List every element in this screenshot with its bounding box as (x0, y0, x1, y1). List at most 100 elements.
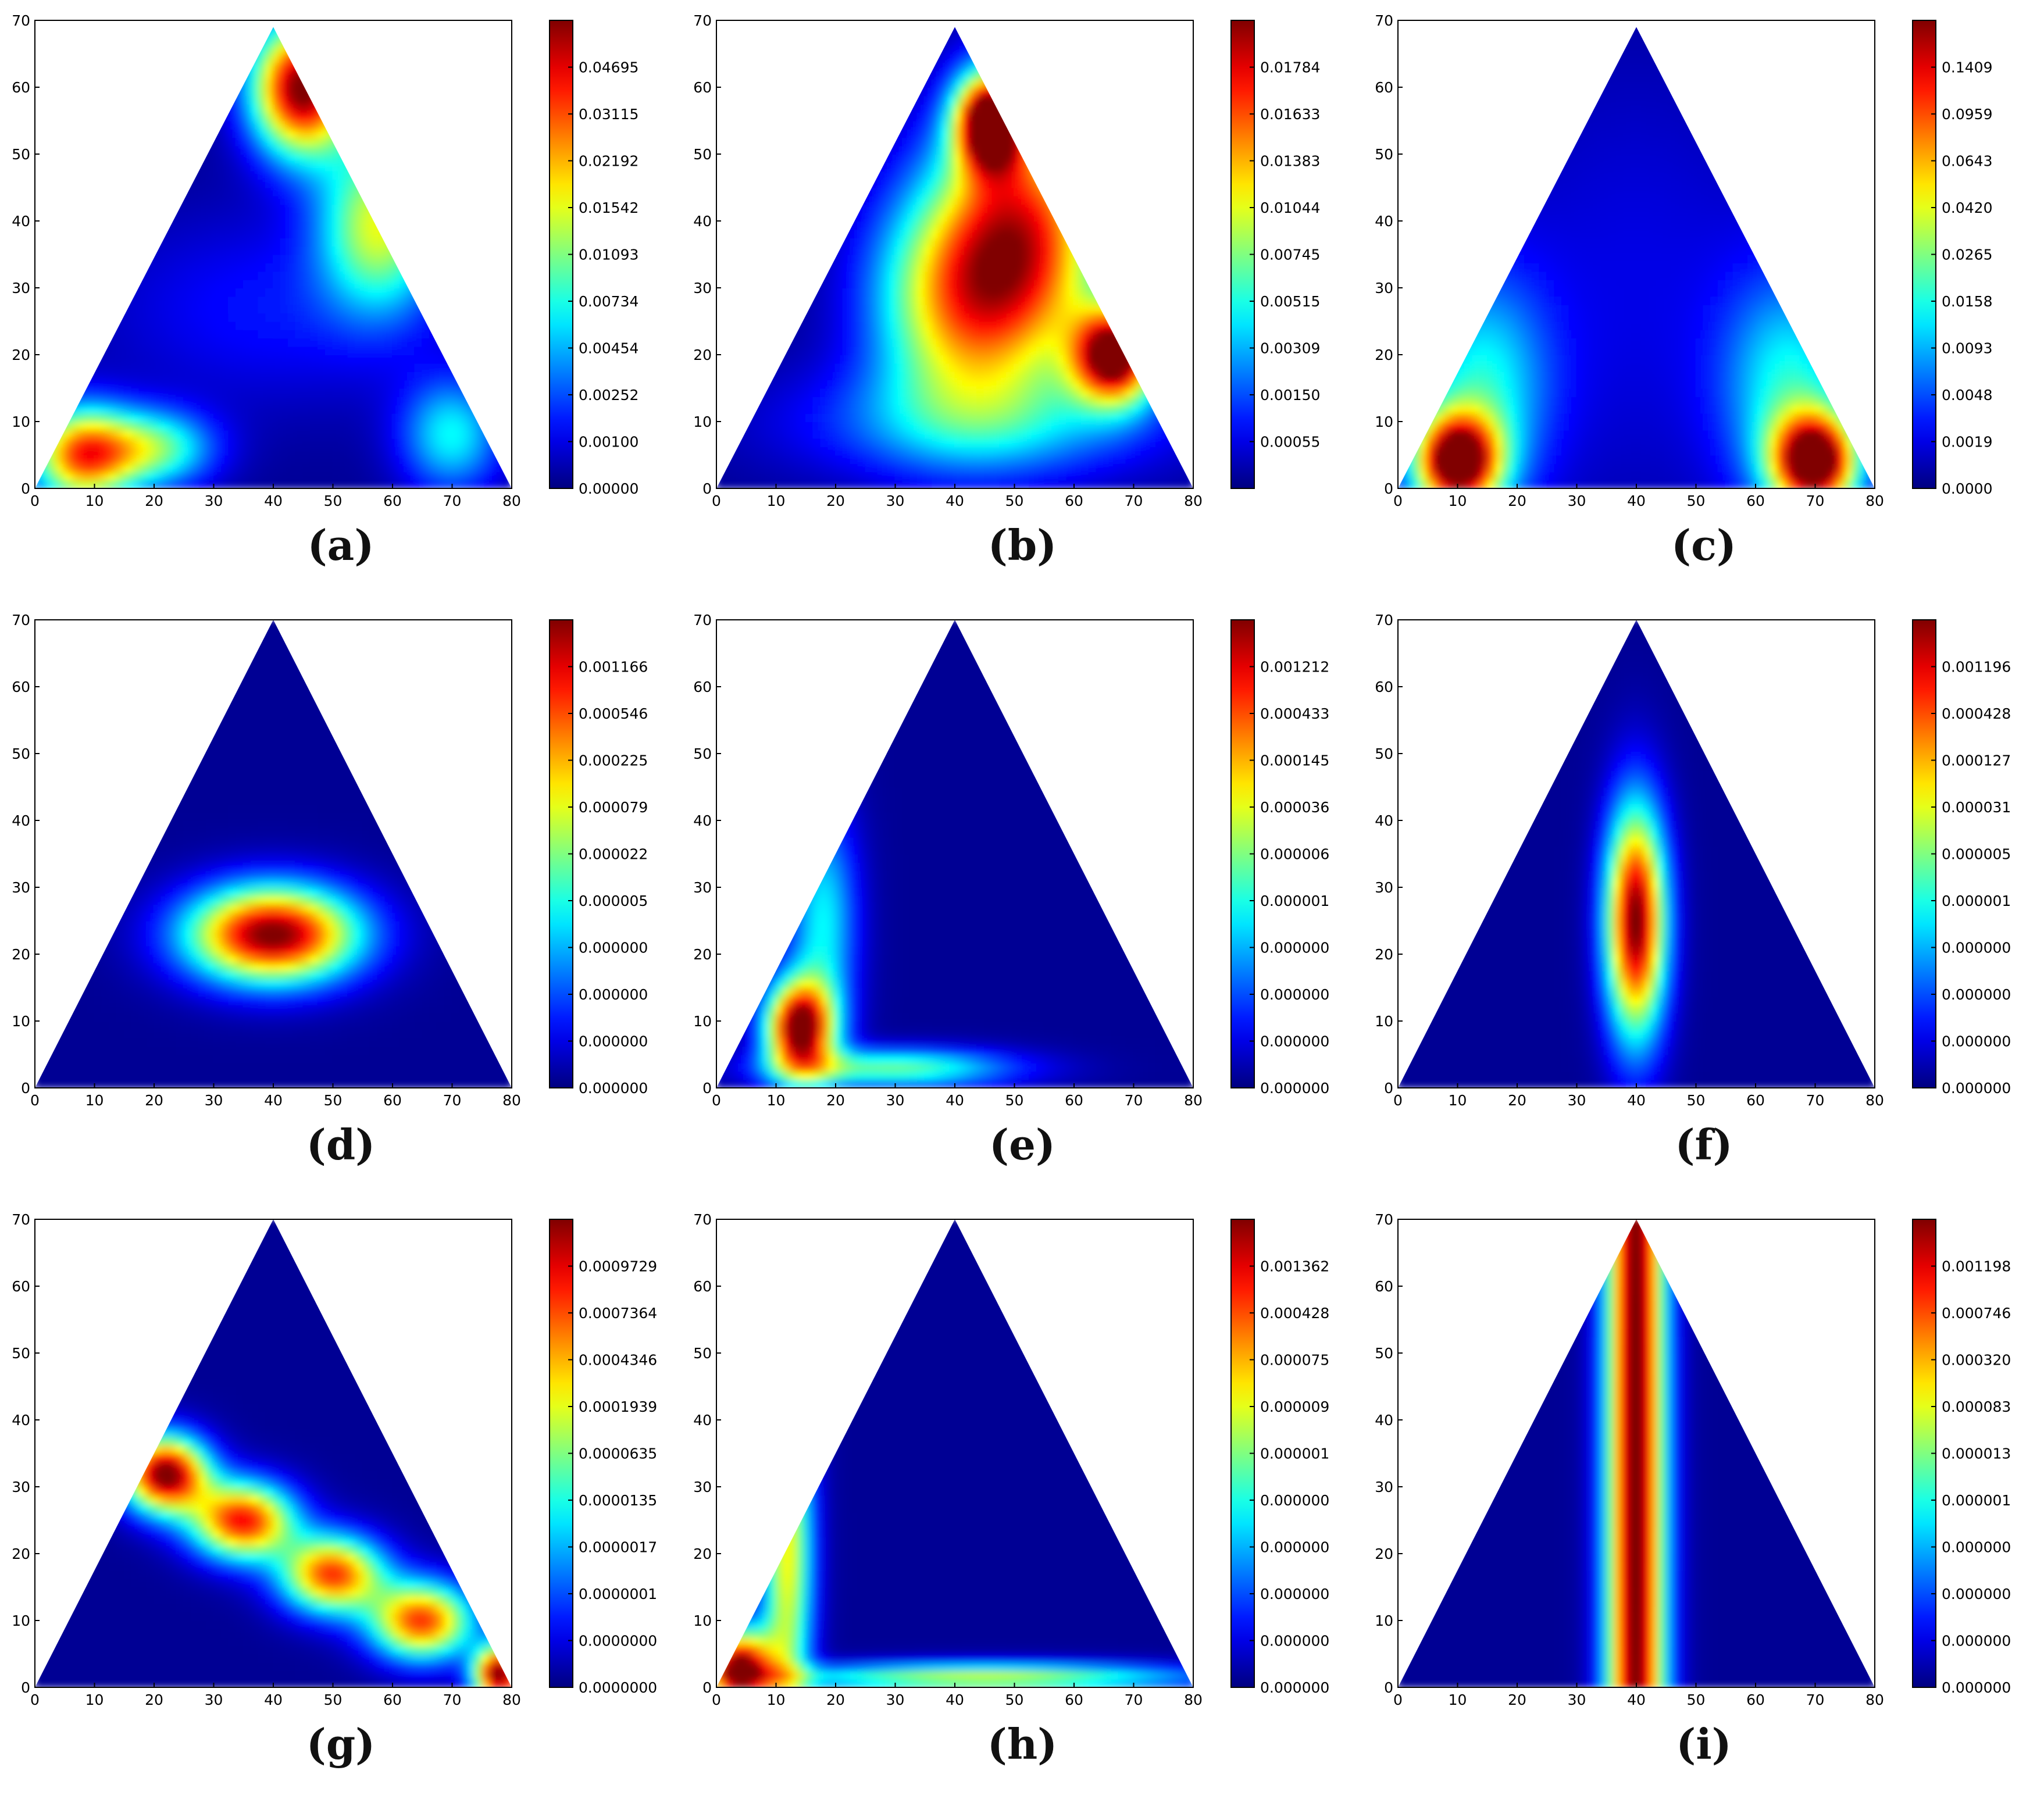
heatmap-cell (451, 254, 461, 263)
heatmap-cell (317, 471, 326, 481)
heatmap-cell (835, 329, 844, 339)
heatmap-cell (332, 429, 341, 439)
heatmap-cell (481, 370, 490, 381)
heatmap-cell (1140, 421, 1150, 431)
heatmap-cell (295, 61, 304, 72)
heatmap-cell (146, 128, 155, 138)
heatmap-cell (49, 370, 58, 381)
heatmap-cell (64, 237, 73, 247)
heatmap-cell (295, 412, 304, 422)
heatmap-cell (797, 387, 807, 397)
heatmap-cell (392, 354, 401, 364)
heatmap-cell (820, 412, 829, 422)
heatmap-cell (287, 471, 297, 481)
heatmap-cell (295, 220, 304, 230)
heatmap-cell (894, 437, 904, 448)
heatmap-cell (879, 345, 889, 355)
heatmap-cell (753, 421, 762, 431)
heatmap-cell (399, 329, 408, 339)
heatmap-cell (459, 446, 468, 456)
heatmap-cell (947, 412, 955, 422)
heatmap-cell (86, 320, 95, 330)
heatmap-cell (154, 421, 162, 431)
heatmap-cell (220, 404, 230, 414)
heatmap-cell (228, 412, 237, 422)
heatmap-cell (213, 137, 222, 147)
heatmap-cell (369, 154, 379, 163)
heatmap-cell (850, 329, 859, 339)
heatmap-cell (116, 103, 125, 113)
heatmap-cell (49, 254, 58, 263)
heatmap-cell (101, 312, 110, 322)
y-tick-label: 30 (12, 280, 30, 297)
heatmap-cell (94, 137, 103, 147)
heatmap-cell (280, 379, 289, 389)
heatmap-cell (894, 429, 904, 439)
heatmap-cell (414, 329, 423, 339)
heatmap-cell (213, 287, 222, 297)
heatmap-cell (72, 337, 80, 347)
heatmap-cell (146, 404, 155, 414)
heatmap-cell (340, 279, 349, 288)
heatmap-cell (991, 479, 1000, 488)
heatmap-cell (481, 404, 490, 414)
heatmap-cell (1006, 354, 1015, 364)
heatmap-cell (332, 370, 341, 381)
heatmap-cell (399, 103, 408, 113)
heatmap-cell (496, 204, 505, 213)
heatmap-cell (332, 421, 341, 431)
heatmap-cell (235, 145, 244, 155)
heatmap-cell (504, 28, 512, 38)
heatmap-cell (1096, 462, 1105, 473)
heatmap-cell (466, 87, 475, 97)
heatmap-cell (64, 479, 73, 488)
heatmap-cell (123, 195, 133, 205)
heatmap-cell (1058, 429, 1068, 439)
heatmap-cell (79, 95, 88, 105)
heatmap-cell (273, 312, 281, 322)
heatmap-cell (220, 237, 230, 247)
heatmap-cell (377, 245, 386, 255)
heatmap-cell (932, 471, 941, 481)
heatmap-cell (205, 128, 215, 138)
heatmap-cell (101, 320, 110, 330)
heatmap-cell (422, 87, 431, 97)
heatmap-cell (1014, 421, 1023, 431)
heatmap-cell (1006, 320, 1015, 330)
heatmap-cell (954, 429, 963, 439)
heatmap-cell (94, 412, 103, 422)
heatmap-cell (109, 254, 117, 263)
heatmap-cell (783, 454, 792, 464)
heatmap-cell (49, 345, 58, 355)
heatmap-cell (504, 170, 512, 180)
heatmap-cell (473, 162, 483, 172)
heatmap-cell (414, 179, 423, 188)
heatmap-cell (86, 45, 95, 55)
heatmap-cell (406, 329, 416, 339)
heatmap-cell (280, 204, 289, 213)
heatmap-cell (160, 237, 170, 247)
heatmap-cell (369, 204, 379, 213)
heatmap-cell (287, 162, 297, 172)
heatmap-cell (123, 320, 133, 330)
heatmap-cell (362, 270, 371, 280)
heatmap-cell (94, 320, 103, 330)
heatmap-cell (976, 387, 986, 397)
heatmap-cell (473, 345, 483, 355)
heatmap-cell (1118, 437, 1127, 448)
heatmap-cell (101, 421, 110, 431)
heatmap-cell (473, 78, 483, 88)
heatmap-cell (406, 387, 416, 397)
heatmap-cell (265, 387, 274, 397)
heatmap-cell (488, 95, 498, 105)
heatmap-cell (79, 454, 88, 464)
heatmap-cell (429, 387, 438, 397)
heatmap-cell (250, 320, 259, 330)
heatmap-cell (1096, 312, 1105, 322)
heatmap-cell (827, 471, 836, 481)
heatmap-cell (384, 28, 393, 38)
heatmap-cell (1029, 462, 1037, 473)
heatmap-cell (176, 195, 185, 205)
heatmap-cell (228, 170, 237, 180)
heatmap-cell (932, 421, 941, 431)
